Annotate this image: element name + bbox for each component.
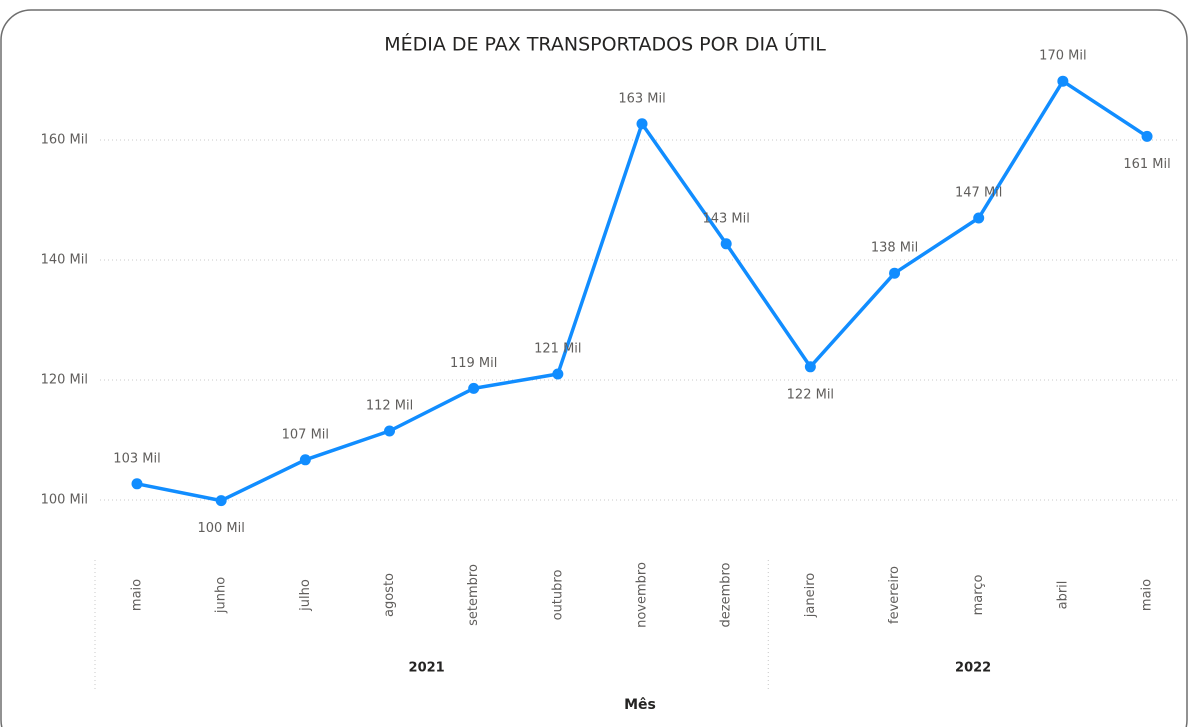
x-tick-label: maio: [130, 579, 145, 611]
data-label: 170 Mil: [1039, 49, 1086, 64]
data-label: 138 Mil: [871, 241, 918, 256]
point: [720, 238, 732, 250]
y-tick-label: 120 Mil: [41, 373, 88, 388]
point: [215, 495, 227, 507]
data-label: 121 Mil: [534, 342, 581, 357]
data-label: 161 Mil: [1123, 157, 1170, 172]
point: [636, 118, 648, 130]
point: [384, 425, 396, 437]
group-label: 2022: [955, 661, 991, 676]
data-label: 122 Mil: [787, 387, 834, 402]
point: [804, 361, 816, 373]
point: [1057, 75, 1069, 87]
point: [468, 382, 480, 394]
point: [131, 478, 143, 490]
x-tick-label: outubro: [550, 570, 565, 621]
x-tick-label: setembro: [466, 564, 481, 626]
point: [889, 267, 901, 279]
x-tick-label: abril: [1055, 581, 1070, 610]
x-tick-label: dezembro: [719, 562, 734, 627]
point: [299, 454, 311, 466]
data-label: 100 Mil: [197, 521, 244, 536]
x-tick-label: maio: [1140, 579, 1155, 611]
data-label: 143 Mil: [702, 211, 749, 226]
point: [973, 212, 985, 224]
data-label: 163 Mil: [618, 91, 665, 106]
chart-title: MÉDIA DE PAX TRANSPORTADOS POR DIA ÚTIL: [384, 32, 826, 56]
x-tick-label: janeiro: [803, 573, 818, 618]
x-tick-label: agosto: [382, 573, 397, 617]
x-tick-label: fevereiro: [887, 566, 902, 624]
frame: [0, 9, 1188, 727]
y-tick-label: 140 Mil: [41, 253, 88, 268]
y-tick-label: 160 Mil: [41, 133, 88, 148]
data-label: 119 Mil: [450, 356, 497, 371]
y-tick-label: 100 Mil: [41, 493, 88, 508]
data-label: 107 Mil: [282, 427, 329, 442]
x-axis-title: Mês: [624, 697, 656, 713]
point: [552, 368, 564, 380]
x-tick-label: junho: [214, 577, 229, 614]
point: [1141, 130, 1153, 142]
x-tick-label: julho: [298, 579, 313, 612]
data-label: 103 Mil: [113, 451, 160, 466]
group-label: 2021: [409, 661, 445, 676]
data-label: 147 Mil: [955, 186, 1002, 201]
x-tick-label: novembro: [635, 562, 650, 628]
x-tick-label: março: [971, 575, 986, 616]
data-label: 112 Mil: [366, 399, 413, 414]
